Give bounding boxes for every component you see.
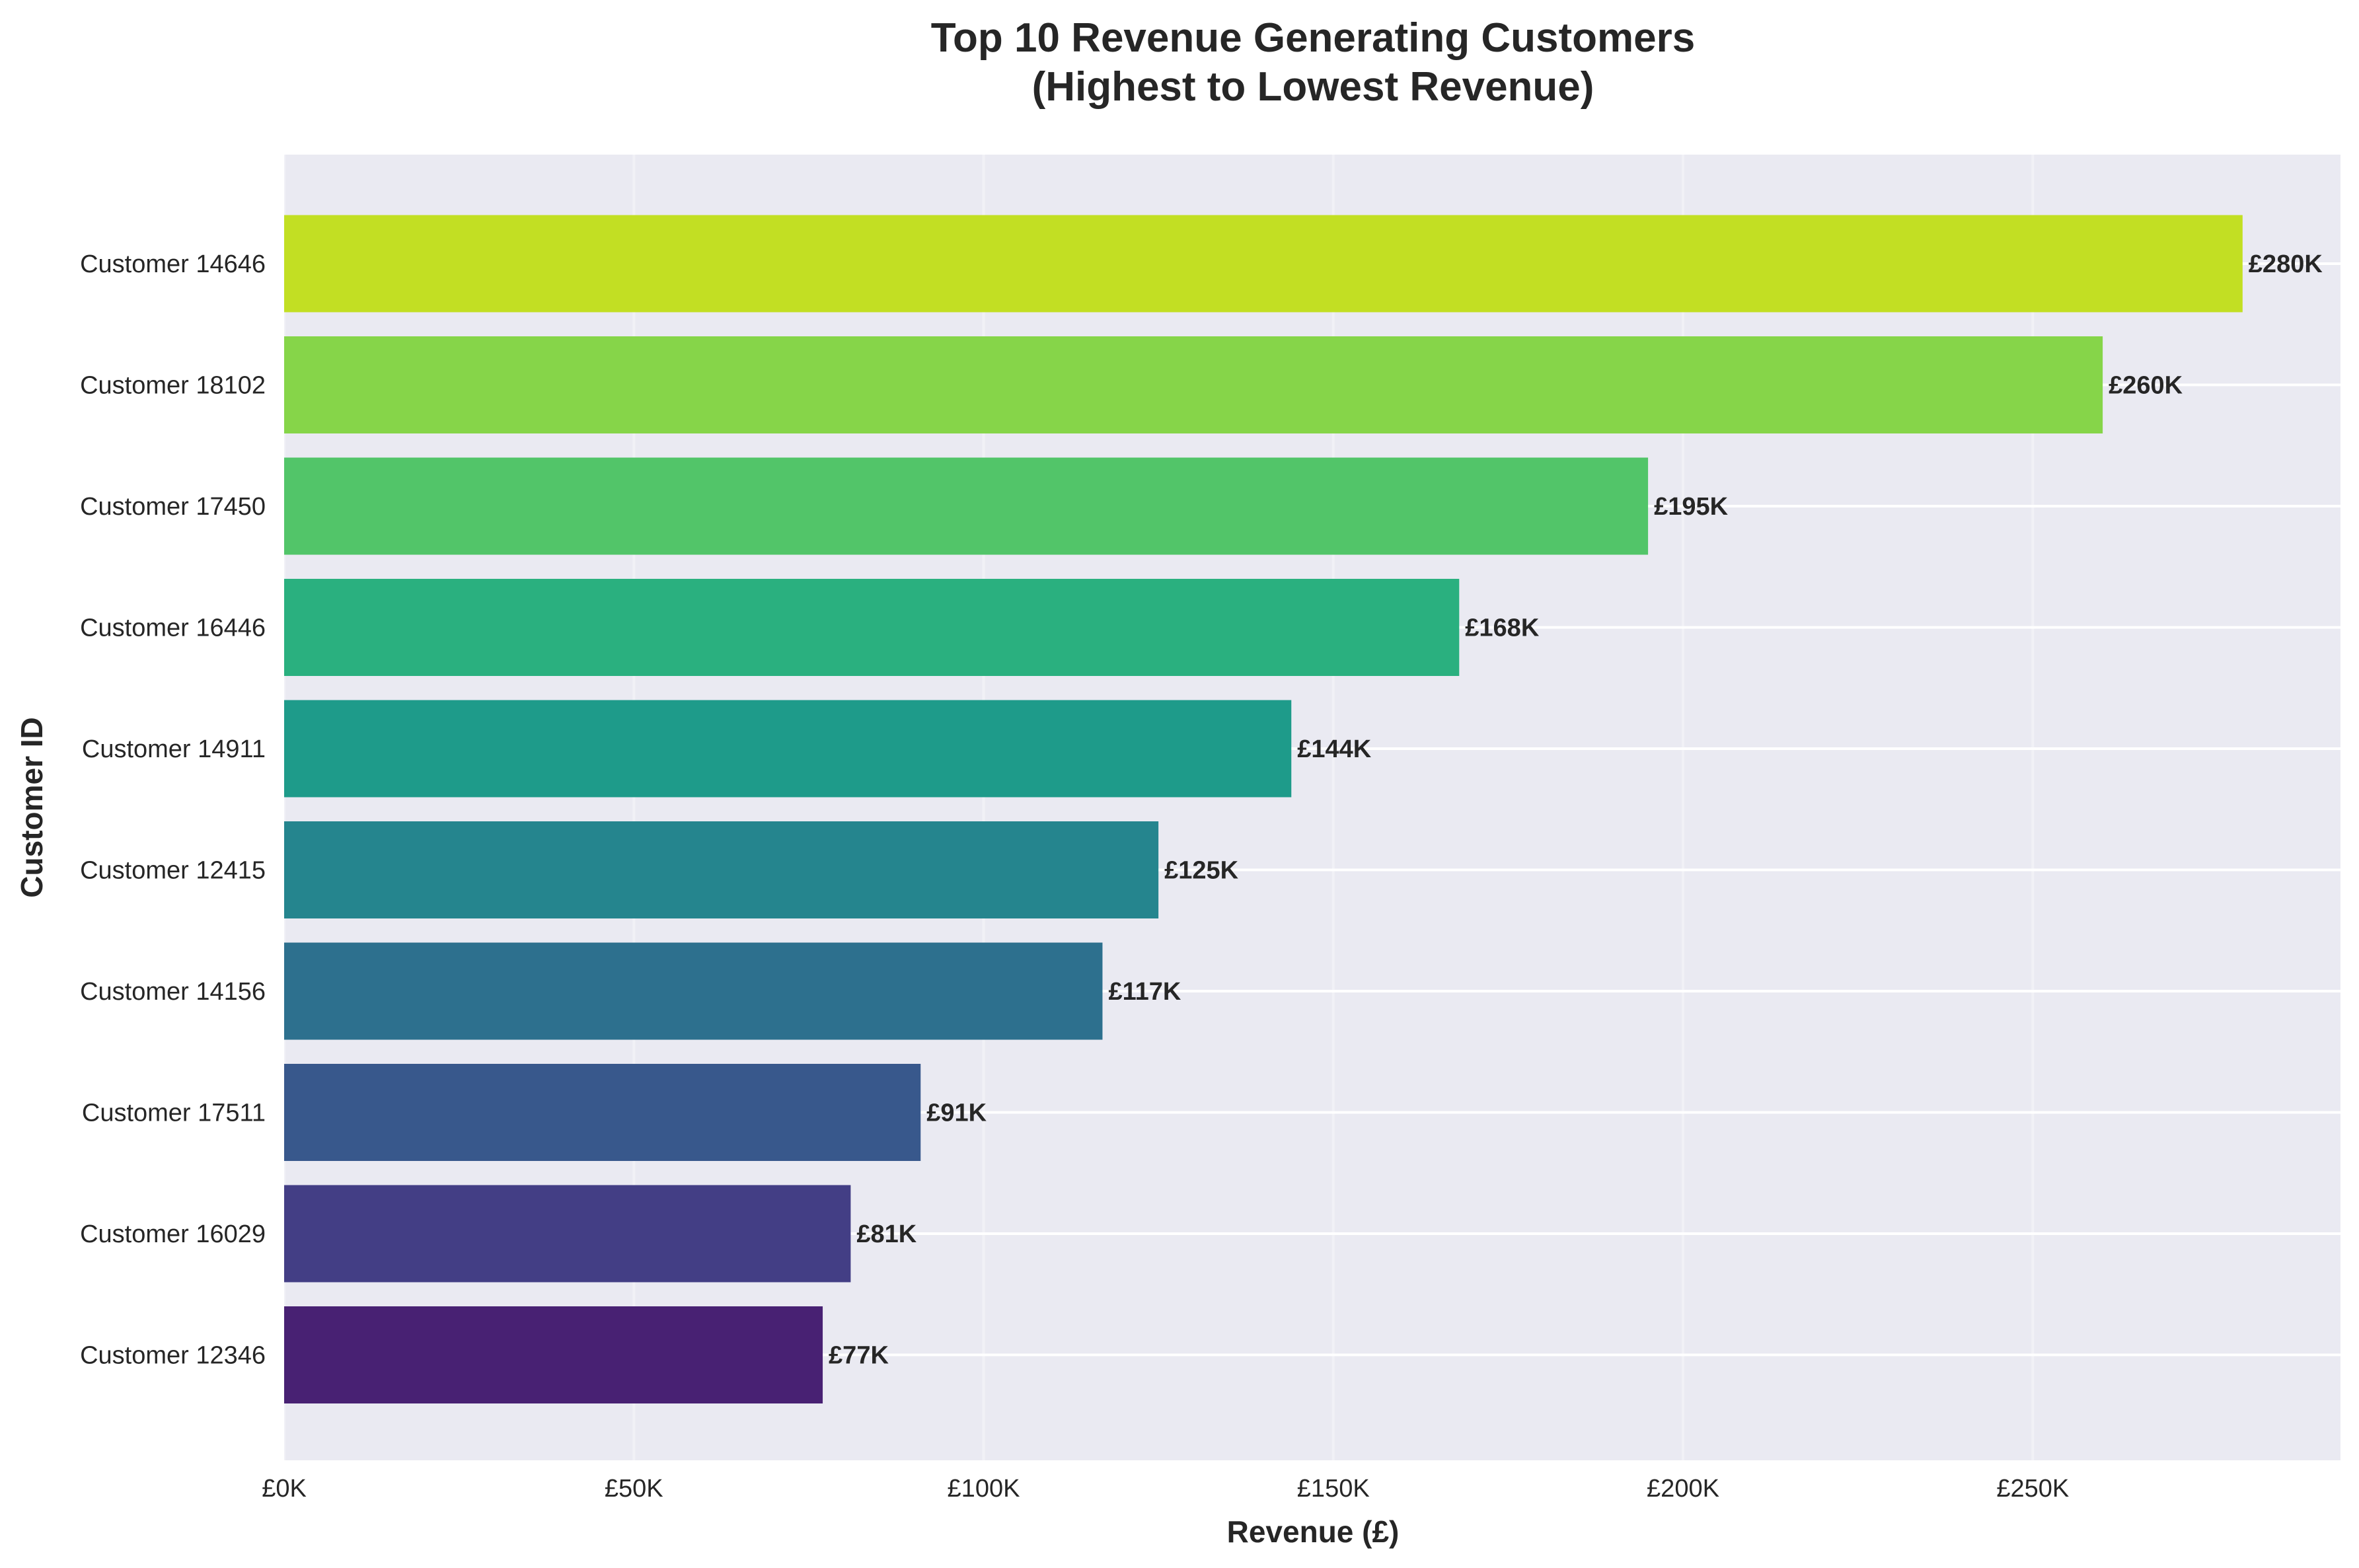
y-tick-label: Customer 18102 [80,372,266,400]
x-tick-label: £250K [1996,1475,2069,1503]
y-axis-label: Customer ID [15,717,49,897]
bar [284,336,2103,433]
y-tick-label: Customer 17511 [82,1100,266,1127]
x-tick-label: £50K [605,1475,663,1503]
data-label: £168K [1465,615,1540,642]
x-tick-label: £150K [1297,1475,1370,1503]
bar [284,1306,823,1403]
x-tick-label: £200K [1647,1475,1719,1503]
y-tick-label: Customer 12415 [80,857,266,885]
data-labels: £280K £260K £195K £168K £144K £125K £117K £91K £… [829,250,2323,1370]
bars [284,215,2243,1403]
x-axis-label: Revenue (£) [1227,1514,1400,1549]
data-label: £117K [1108,978,1181,1006]
bar [284,457,1649,555]
y-tick-label: Customer 16446 [80,615,266,642]
data-label: £125K [1164,857,1239,885]
bar [284,700,1292,798]
bar [284,215,2243,313]
bar [284,1185,851,1283]
y-tick-label: Customer 12346 [80,1342,266,1370]
x-tick-label: £0K [262,1475,307,1503]
y-tick-label: Customer 16029 [80,1220,266,1248]
data-label: £260K [2109,372,2183,400]
data-label: £195K [1654,493,1729,521]
x-tick-label: £100K [948,1475,1020,1503]
x-tick-labels: £0K £50K £100K £150K £200K £250K [262,1475,2069,1503]
bar [284,942,1103,1040]
bar [284,579,1460,676]
data-label: £77K [829,1342,889,1370]
data-label: £280K [2249,250,2323,278]
data-label: £91K [926,1100,987,1127]
data-label: £144K [1297,735,1372,763]
chart-title: Top 10 Revenue Generating Customers (Hig… [931,15,1695,110]
y-tick-labels: Customer 14646 Customer 18102 Customer 174… [80,250,266,1370]
data-label: £81K [856,1220,917,1248]
y-tick-label: Customer 14911 [82,735,266,763]
y-tick-label: Customer 17450 [80,493,266,521]
chart-title-line-1: Top 10 Revenue Generating Customers [931,15,1695,61]
bar [284,821,1159,918]
chart-title-line-2: (Highest to Lowest Revenue) [1032,64,1594,110]
y-tick-label: Customer 14156 [80,978,266,1006]
y-tick-label: Customer 14646 [80,250,266,278]
bar [284,1064,921,1161]
